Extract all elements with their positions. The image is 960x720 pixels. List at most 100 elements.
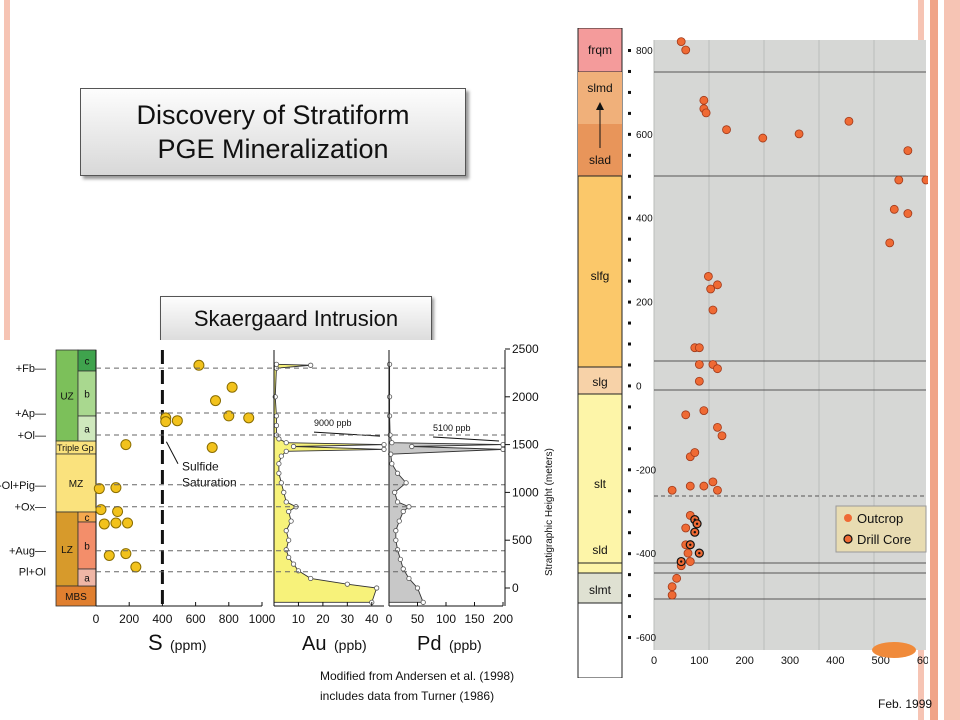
- s-point: [120, 439, 132, 451]
- pd-point: [394, 547, 401, 553]
- au-point: [273, 361, 280, 367]
- cu-ytick-dot: [628, 615, 631, 619]
- credit-block: Modified from Andersen et al. (1998) inc…: [320, 669, 514, 703]
- skaergaard-figure: +Fb— +Ap— +Ol— -Ol+Pig— +Ox— +Aug— Pl+Ol UZ Trip…: [0, 340, 560, 720]
- cu-drillcore-point-center: [698, 551, 701, 555]
- cu-outcrop-point: [758, 133, 768, 143]
- s-point: [130, 561, 142, 573]
- pd-point: [394, 499, 401, 505]
- s-point: [103, 549, 115, 561]
- pd-point: [406, 504, 412, 510]
- cu-ytick-dot: [628, 573, 631, 577]
- s-xtick-label-3: 600: [186, 612, 206, 626]
- cu-ytick-dot: [628, 132, 631, 136]
- cu-unit-label-slfg: slfg: [591, 269, 610, 283]
- pd-point: [386, 413, 393, 419]
- cu-unit-label-slmt: slmt: [589, 583, 612, 597]
- edge-strip-right-3: [944, 0, 960, 720]
- cu-outcrop-point: [690, 448, 700, 457]
- cu-drillcore-point-center: [693, 530, 696, 534]
- cu-outcrop-point: [921, 175, 928, 185]
- cu-ytick-dot: [628, 426, 631, 430]
- au-point: [286, 508, 292, 515]
- cu-outcrop-point: [685, 481, 695, 491]
- s-point: [206, 441, 218, 453]
- cu-ytick-label-7: -600: [636, 633, 656, 644]
- cu-ytick-dot: [628, 531, 631, 535]
- au-annotation: 9000 ppb: [314, 418, 352, 428]
- pd-point: [389, 461, 395, 467]
- cu-outcrop-point: [903, 146, 913, 156]
- au-xlabel-unit: (ppb): [334, 637, 367, 653]
- cu-outcrop-point: [681, 45, 691, 55]
- legend-outcrop-swatch: [844, 514, 852, 522]
- pd-xtick-label-1: 50: [411, 612, 425, 626]
- unit-label-uz: UZ: [60, 392, 73, 403]
- cu-outcrop-point: [681, 523, 691, 533]
- cu-unit-label-slad: slad: [589, 153, 611, 167]
- pd-profile: [388, 363, 504, 603]
- s-point: [223, 410, 235, 422]
- phase-marker-1: +Ap—: [15, 408, 46, 420]
- s-point: [160, 416, 172, 428]
- au-xtick-label-1: 20: [316, 612, 330, 626]
- sulfide-saturation-label-1: Sulfide: [182, 459, 219, 473]
- credit-line-1: Modified from Andersen et al. (1998): [320, 669, 515, 683]
- s-point: [193, 359, 205, 371]
- au-point: [290, 561, 297, 567]
- cu-outcrop-point: [699, 95, 709, 105]
- cu-unit-label-frqm: frqm: [588, 43, 612, 57]
- cu-ytick-dot: [628, 552, 631, 556]
- cu-xtick-label-4: 400: [826, 655, 844, 667]
- pd-xtick-label-3: 150: [464, 612, 484, 626]
- cu-xtick-label-5: 500: [871, 655, 889, 667]
- au-point: [276, 470, 282, 476]
- cu-outcrop-point: [699, 406, 709, 415]
- cu-outcrop-point: [794, 129, 804, 139]
- cu-drillcore-point-center: [680, 560, 683, 563]
- pd-point: [392, 489, 398, 495]
- s-point: [93, 483, 105, 495]
- cu-ytick-dot: [628, 49, 631, 52]
- au-point: [286, 554, 292, 561]
- phase-marker-0: +Fb—: [16, 363, 46, 375]
- cu-outcrop-point: [703, 272, 713, 281]
- pd-point: [386, 394, 393, 400]
- au-point: [276, 461, 282, 467]
- cu-outcrop-point: [708, 305, 718, 315]
- au-point: [278, 453, 284, 459]
- cu-ytick-dot: [628, 384, 631, 388]
- pd-xtick-label-4: 200: [493, 612, 513, 626]
- s-point: [110, 482, 122, 494]
- pd-point: [400, 508, 406, 515]
- au-point: [381, 442, 387, 448]
- au-point: [374, 585, 380, 591]
- cu-ytick-dot: [628, 279, 631, 283]
- cu-unit-label-slt: slt: [594, 477, 607, 491]
- cu-outcrop-point: [667, 590, 677, 600]
- cu-outcrop-point: [713, 364, 722, 374]
- height-tick-label-3: 1500: [512, 438, 539, 452]
- slide-title-line-1: Discovery of Stratiform: [136, 100, 410, 130]
- unit-label-lz: LZ: [61, 545, 73, 556]
- pd-point: [393, 528, 399, 534]
- phase-marker-6: Pl+Ol: [19, 567, 46, 579]
- pd-point: [414, 585, 421, 591]
- cu-ytick-dot: [628, 258, 631, 262]
- height-tick-label-5: 2500: [512, 342, 539, 356]
- cu-outcrop-point: [885, 238, 895, 248]
- cu-ytick-dot: [628, 468, 631, 472]
- cu-outcrop-point: [667, 485, 677, 495]
- cu-xtick-label-6: 600: [917, 655, 928, 667]
- au-xtick-label-3: 40: [365, 612, 379, 626]
- pd-point: [409, 443, 415, 450]
- s-point: [110, 517, 122, 529]
- s-point: [243, 412, 255, 424]
- pd-point: [389, 440, 395, 446]
- s-xtick-label-5: 1000: [249, 612, 276, 626]
- lz-sub-label-b: b: [84, 542, 90, 553]
- pd-annotation: 5100 ppb: [433, 423, 471, 433]
- s-xtick-label-1: 200: [119, 612, 139, 626]
- cu-unit-label-slg: slg: [592, 375, 607, 389]
- cu-unit-sld: [577, 562, 623, 574]
